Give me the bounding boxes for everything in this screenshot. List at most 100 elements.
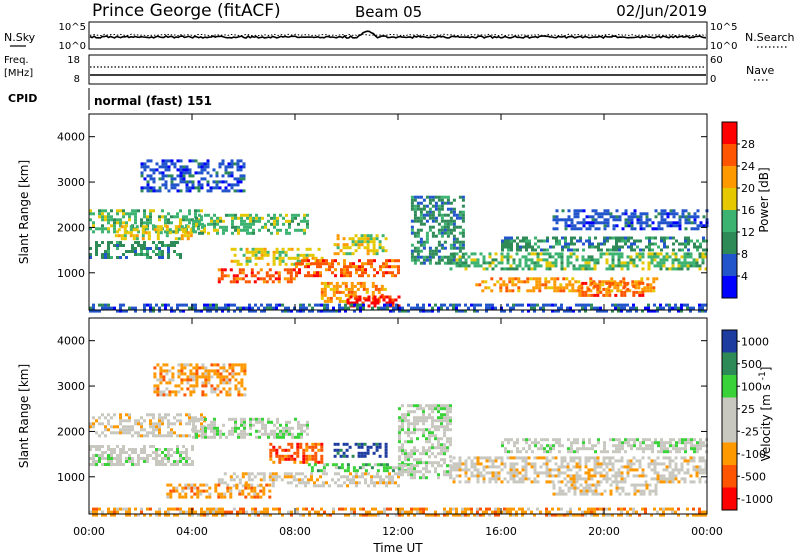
- velocity-cell: [443, 458, 446, 462]
- velocity-cell: [419, 470, 422, 474]
- power-cell: [179, 221, 182, 225]
- power-cell: [285, 231, 288, 235]
- power-cell: [152, 227, 155, 231]
- power-cell: [464, 264, 468, 268]
- velocity-cell: [606, 450, 609, 454]
- power-cell: [365, 296, 369, 300]
- power-cell: [191, 159, 195, 163]
- velocity-cell: [240, 423, 243, 427]
- velocity-cell: [110, 463, 113, 466]
- velocity-cell: [107, 445, 110, 448]
- velocity-cell: [569, 480, 573, 484]
- power-cell: [255, 213, 258, 217]
- velocity-cell: [633, 486, 637, 490]
- power-cell: [681, 215, 685, 219]
- power-cell: [662, 261, 666, 265]
- velocity-cell: [355, 469, 359, 473]
- power-cell: [179, 303, 182, 307]
- nave-tick-top: 60: [710, 55, 723, 66]
- velocity-cell: [425, 437, 428, 441]
- velocity-cell: [440, 413, 443, 417]
- power-cell: [452, 243, 456, 247]
- power-cell: [230, 174, 234, 178]
- velocity-cell: [225, 375, 229, 379]
- velocity-cell: [200, 513, 203, 517]
- power-cell: [360, 240, 364, 244]
- velocity-cell: [422, 428, 425, 432]
- power-cell: [188, 306, 191, 310]
- power-cell: [556, 286, 560, 290]
- power-cell: [95, 253, 98, 256]
- power-cell: [284, 306, 287, 310]
- power-cell: [603, 221, 607, 225]
- power-cell: [289, 271, 293, 275]
- velocity-cell: [302, 454, 306, 458]
- velocity-cell: [518, 507, 521, 511]
- velocity-cell: [255, 435, 258, 439]
- power-cell: [267, 228, 270, 232]
- velocity-cell: [155, 457, 158, 460]
- power-cell: [570, 221, 574, 225]
- power-cell: [443, 213, 447, 217]
- power-cell: [179, 165, 183, 169]
- velocity-cell: [561, 492, 565, 496]
- velocity-cell: [299, 513, 302, 517]
- velocity-cell: [360, 442, 364, 446]
- velocity-cell: [217, 492, 221, 496]
- power-cell: [431, 216, 435, 220]
- velocity-cell: [241, 492, 245, 496]
- power-cell: [458, 216, 462, 220]
- power-cell: [307, 274, 310, 278]
- power-cell: [141, 225, 145, 229]
- power-cell: [298, 262, 301, 266]
- power-cell: [641, 281, 645, 285]
- velocity-cell: [515, 468, 519, 472]
- power-cell: [158, 218, 161, 222]
- power-band: [230, 247, 324, 266]
- velocity-cell: [629, 459, 633, 463]
- power-cell: [617, 309, 620, 313]
- power-cell: [395, 306, 398, 310]
- velocity-cell: [254, 510, 257, 514]
- power-cell: [576, 227, 580, 231]
- power-cell: [692, 306, 695, 310]
- velocity-cell: [554, 462, 558, 466]
- velocity-cell: [281, 454, 285, 458]
- power-cell: [672, 212, 676, 216]
- power-cell: [481, 280, 485, 284]
- power-cell: [620, 290, 624, 294]
- velocity-cell: [155, 434, 158, 438]
- velocity-cell: [268, 475, 272, 479]
- power-cell: [603, 224, 607, 228]
- velocity-cell: [231, 369, 235, 373]
- velocity-cell: [216, 363, 220, 367]
- power-cell: [305, 256, 309, 260]
- velocity-cell: [382, 469, 386, 473]
- velocity-cell: [458, 459, 462, 463]
- velocity-cell: [449, 419, 452, 423]
- power-cell: [216, 228, 219, 232]
- velocity-cell: [251, 507, 254, 511]
- power-cell: [333, 243, 337, 247]
- power-cell: [107, 230, 110, 234]
- velocity-cell: [428, 513, 431, 517]
- velocity-cell: [566, 474, 570, 478]
- power-cell: [119, 244, 122, 247]
- power-cell: [654, 215, 658, 219]
- power-cell: [419, 237, 423, 241]
- velocity-cell: [434, 419, 437, 423]
- power-cell: [188, 218, 191, 222]
- power-cell: [281, 259, 285, 263]
- power-cell: [580, 286, 584, 290]
- velocity-cell: [192, 429, 195, 433]
- velocity-cell: [413, 507, 416, 511]
- power-cell: [134, 241, 137, 244]
- power-cell: [535, 280, 539, 284]
- power-cell: [455, 303, 458, 307]
- power-cell: [207, 213, 210, 217]
- velocity-cell: [240, 429, 243, 433]
- power-cell: [416, 258, 420, 262]
- power-cell: [608, 264, 612, 268]
- power-cell: [216, 219, 219, 223]
- velocity-cell: [174, 384, 178, 388]
